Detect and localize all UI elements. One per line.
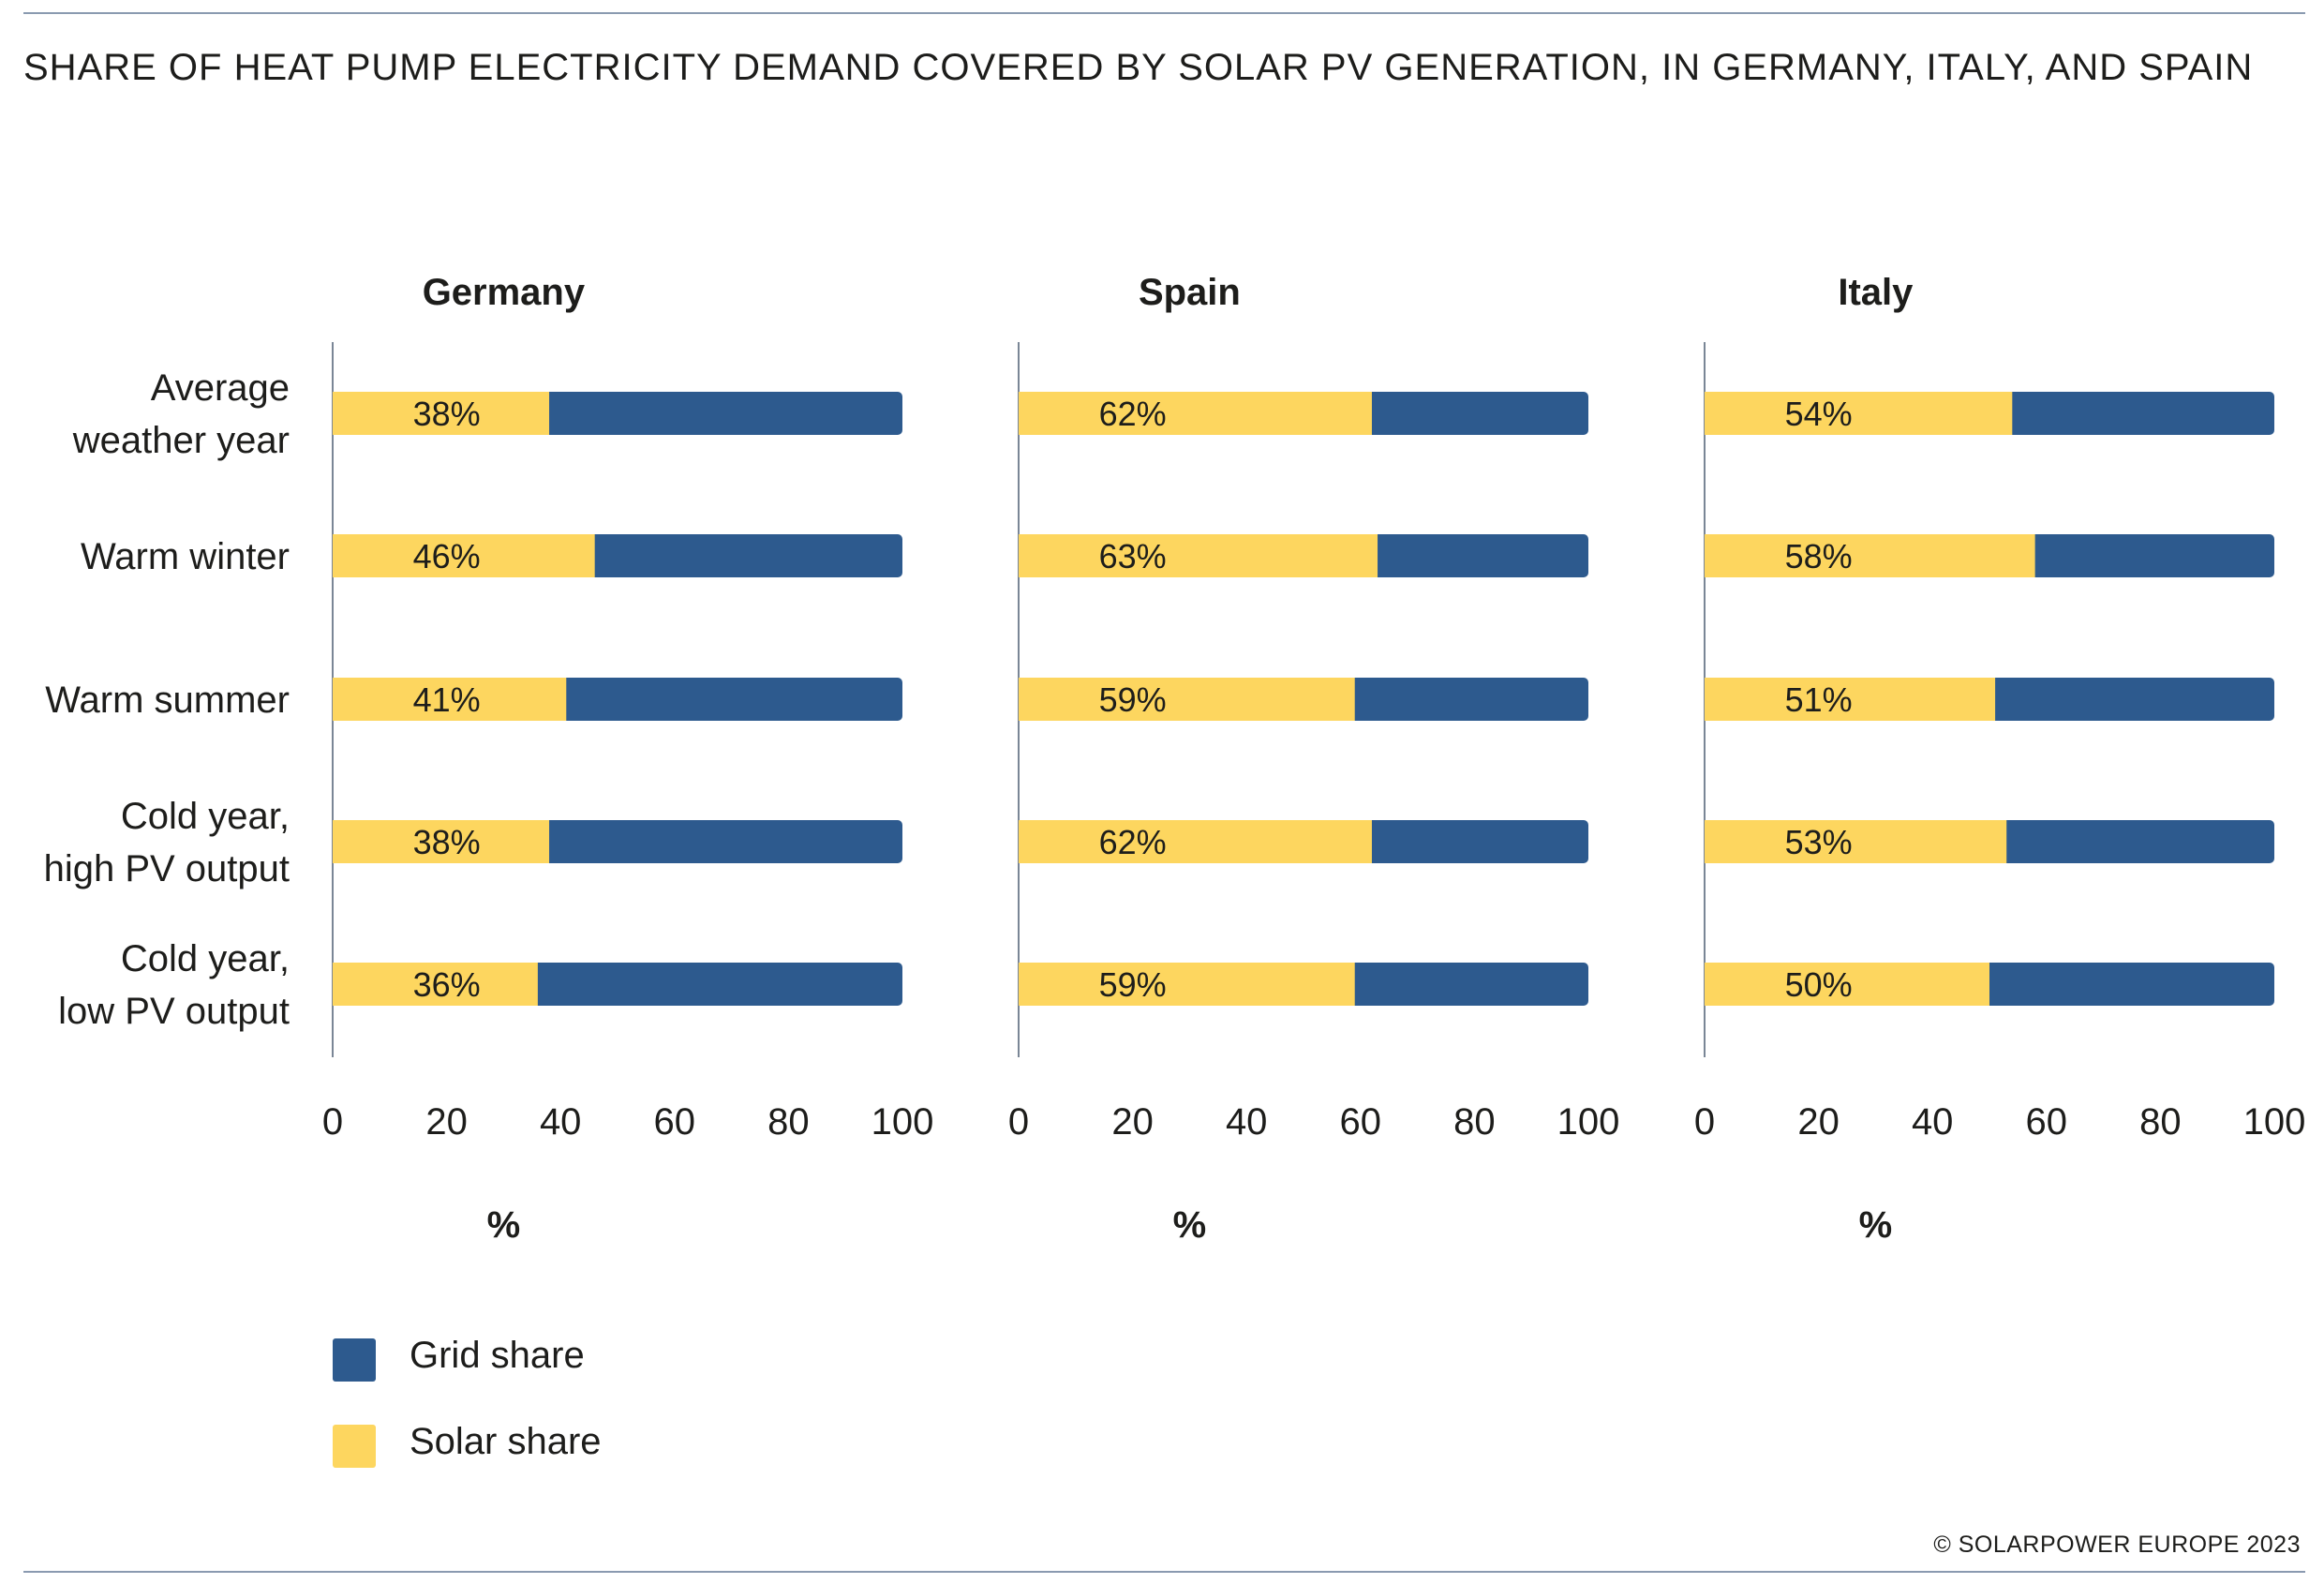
bar-solar-germany-3 (333, 820, 550, 863)
legend-label-solar: Solar share (410, 1421, 602, 1462)
data-label-germany-2: 41% (413, 680, 481, 719)
axis-unit-italy: % (1859, 1204, 1893, 1246)
category-label-0-0: Average (151, 367, 290, 409)
data-label-spain-3: 62% (1099, 823, 1167, 861)
axis-unit-spain: % (1173, 1204, 1207, 1246)
panel-title-spain: Spain (1139, 272, 1241, 313)
bar-solar-italy-3 (1705, 820, 2007, 863)
data-label-italy-3: 53% (1785, 823, 1853, 861)
tick-label-italy-0: 0 (1694, 1101, 1715, 1143)
data-label-italy-0: 54% (1785, 395, 1853, 433)
bar-solar-italy-1 (1705, 534, 2035, 577)
tick-label-italy-20: 20 (1797, 1101, 1840, 1143)
tick-label-spain-80: 80 (1453, 1101, 1496, 1143)
tick-label-germany-0: 0 (322, 1101, 343, 1143)
bar-solar-germany-4 (333, 963, 538, 1006)
bar-solar-germany-1 (333, 534, 595, 577)
tick-label-germany-60: 60 (654, 1101, 696, 1143)
tick-label-italy-40: 40 (1912, 1101, 1954, 1143)
tick-label-italy-80: 80 (2139, 1101, 2182, 1143)
axis-unit-germany: % (487, 1204, 521, 1246)
tick-label-germany-100: 100 (872, 1101, 934, 1143)
tick-label-germany-80: 80 (767, 1101, 810, 1143)
bar-solar-spain-1 (1019, 534, 1378, 577)
tick-label-germany-20: 20 (425, 1101, 468, 1143)
data-label-italy-2: 51% (1785, 680, 1853, 719)
data-label-italy-1: 58% (1785, 537, 1853, 575)
bottom-rule (23, 1571, 2305, 1573)
tick-label-italy-100: 100 (2243, 1101, 2306, 1143)
bar-solar-italy-0 (1705, 392, 2013, 435)
tick-label-spain-60: 60 (1340, 1101, 1382, 1143)
category-label-2-0: Warm summer (45, 680, 290, 721)
data-label-germany-3: 38% (413, 823, 481, 861)
data-label-spain-4: 59% (1099, 965, 1167, 1004)
tick-label-italy-60: 60 (2026, 1101, 2068, 1143)
bar-solar-germany-0 (333, 392, 550, 435)
copyright-notice: © SOLARPOWER EUROPE 2023 (1933, 1532, 2301, 1558)
data-label-spain-0: 62% (1099, 395, 1167, 433)
tick-label-spain-20: 20 (1111, 1101, 1154, 1143)
category-label-3-1: high PV output (44, 848, 290, 889)
data-label-italy-4: 50% (1785, 965, 1853, 1004)
data-label-spain-1: 63% (1099, 537, 1167, 575)
data-label-germany-1: 46% (413, 537, 481, 575)
legend-swatch-solar (333, 1425, 376, 1468)
legend-swatch-grid (333, 1338, 376, 1382)
bar-solar-italy-2 (1705, 678, 1996, 721)
legend-label-grid: Grid share (410, 1335, 585, 1376)
top-rule (23, 12, 2305, 14)
data-label-spain-2: 59% (1099, 680, 1167, 719)
bar-solar-germany-2 (333, 678, 567, 721)
panel-title-italy: Italy (1838, 272, 1914, 313)
tick-label-spain-0: 0 (1008, 1101, 1029, 1143)
bar-solar-spain-2 (1019, 678, 1355, 721)
data-label-germany-4: 36% (413, 965, 481, 1004)
category-label-1-0: Warm winter (81, 536, 290, 577)
category-label-4-0: Cold year, (121, 938, 290, 979)
panel-title-germany: Germany (423, 272, 586, 313)
category-label-0-1: weather year (72, 420, 290, 461)
tick-label-germany-40: 40 (540, 1101, 582, 1143)
bar-solar-italy-4 (1705, 963, 1989, 1006)
tick-label-spain-40: 40 (1226, 1101, 1268, 1143)
data-label-germany-0: 38% (413, 395, 481, 433)
category-label-3-0: Cold year, (121, 796, 290, 837)
chart-title: SHARE OF HEAT PUMP ELECTRICITY DEMAND CO… (23, 47, 2254, 88)
bar-solar-spain-4 (1019, 963, 1355, 1006)
category-label-4-1: low PV output (58, 991, 290, 1032)
tick-label-spain-100: 100 (1557, 1101, 1620, 1143)
bar-solar-spain-3 (1019, 820, 1372, 863)
bar-solar-spain-0 (1019, 392, 1372, 435)
